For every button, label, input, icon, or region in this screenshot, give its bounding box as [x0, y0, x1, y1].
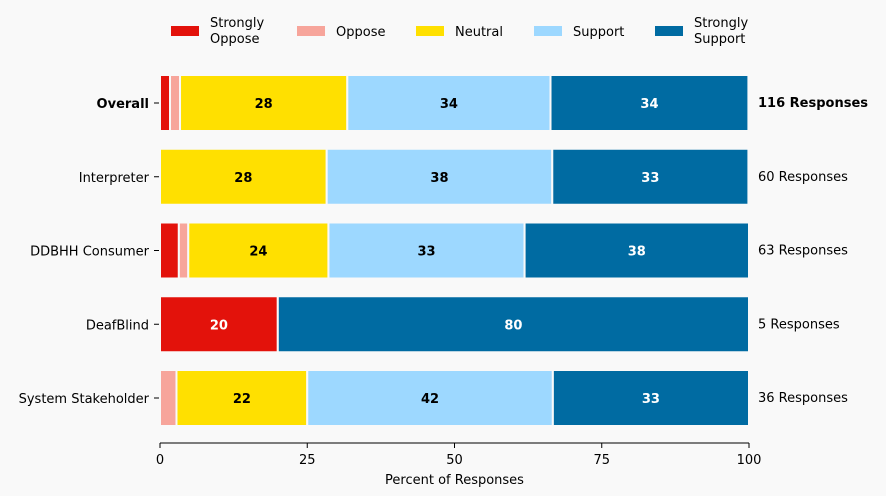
- x-tick-label-1: 25: [299, 453, 316, 468]
- bar-segment-2-4: [523, 221, 751, 280]
- data-label-2-4: 38: [628, 245, 646, 260]
- data-label-0-4: 34: [640, 97, 658, 112]
- data-label-2-2: 24: [249, 245, 267, 260]
- x-tick-label-4: 100: [737, 453, 762, 468]
- bar-segment-3-0: [159, 295, 279, 354]
- category-label-3: DeafBlind: [86, 318, 149, 333]
- data-label-4-2: 22: [233, 392, 251, 407]
- x-tick-label-0: 0: [156, 453, 164, 468]
- legend-label-4-line0: Strongly: [694, 16, 748, 31]
- data-label-4-4: 33: [642, 392, 660, 407]
- legend-swatch-2: [416, 26, 444, 36]
- data-label-3-4: 80: [504, 318, 522, 333]
- data-label-3-0: 20: [210, 318, 228, 333]
- response-count-0: 116 Responses: [758, 96, 868, 111]
- bar-segment-0-2: [179, 74, 349, 132]
- bar-segment-2-0: [159, 221, 180, 280]
- legend-label-3: Support: [573, 25, 624, 40]
- legend-label-4-line1: Support: [694, 32, 745, 47]
- response-count-3: 5 Responses: [758, 317, 840, 332]
- x-axis: 0 25 50 75 100 Percent of Responses: [156, 442, 762, 488]
- bar-segment-2-2: [187, 221, 330, 280]
- bar-segment-2-3: [327, 221, 526, 280]
- legend-swatch-4: [655, 26, 683, 36]
- data-label-2-3: 33: [417, 245, 435, 260]
- bar-segment-4-4: [551, 369, 750, 427]
- bar-segment-2-1: [177, 221, 190, 280]
- legend-label-1: Oppose: [336, 25, 385, 40]
- data-label-1-4: 33: [641, 171, 659, 186]
- legend-swatch-1: [297, 26, 325, 36]
- legend-label-0-line1: Oppose: [210, 32, 259, 47]
- x-tick-label-3: 75: [593, 453, 610, 468]
- legend-label-0-line0: Strongly: [210, 16, 264, 31]
- legend-swatch-3: [534, 26, 562, 36]
- category-labels: Overall Interpreter DDBHH Consumer DeafBlin…: [19, 97, 159, 407]
- data-label-0-3: 34: [440, 97, 458, 112]
- bar-segment-4-3: [306, 369, 554, 427]
- category-label-2: DDBHH Consumer: [30, 245, 150, 260]
- bar-segment-0-1: [169, 74, 182, 132]
- x-axis-title: Percent of Responses: [385, 473, 524, 488]
- data-label-1-3: 38: [430, 171, 448, 186]
- bar-segment-1-4: [551, 147, 750, 206]
- legend-label-2: Neutral: [455, 25, 503, 40]
- category-label-0: Overall: [97, 97, 149, 112]
- data-label-0-2: 28: [255, 97, 273, 112]
- response-count-labels: 116 Responses 60 Responses 63 Responses 5 R…: [758, 96, 868, 406]
- bar-segment-4-1: [159, 369, 178, 427]
- bar-segment-4-2: [175, 369, 309, 427]
- bar-segment-0-4: [549, 74, 750, 132]
- response-count-2: 63 Responses: [758, 244, 848, 259]
- bar-segment-3-4: [276, 295, 750, 354]
- bar-segment-1-3: [325, 147, 554, 206]
- data-label-1-2: 28: [234, 171, 252, 186]
- data-label-4-3: 42: [421, 392, 439, 407]
- bars: 28 34 34 28 38 33 24 33 38 20 80 22 42 33: [159, 74, 751, 427]
- category-label-4: System Stakeholder: [19, 392, 150, 407]
- category-label-1: Interpreter: [79, 171, 150, 186]
- x-tick-label-2: 50: [446, 453, 463, 468]
- bar-segment-0-0: [159, 74, 172, 132]
- bar-segment-0-3: [346, 74, 552, 132]
- legend-swatch-0: [171, 26, 199, 36]
- response-count-4: 36 Responses: [758, 391, 848, 406]
- response-count-1: 60 Responses: [758, 170, 848, 185]
